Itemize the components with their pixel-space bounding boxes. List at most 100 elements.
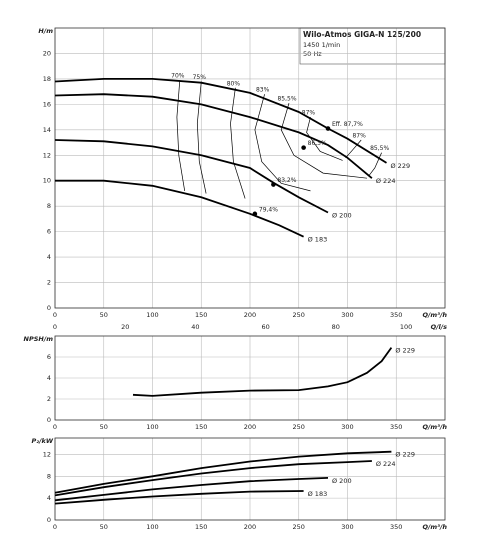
x-tick-label: 50: [100, 423, 108, 431]
curve-label: Ø 229: [395, 451, 415, 459]
y-tick-label: 4: [47, 494, 51, 502]
y-tick-label: 14: [43, 126, 51, 134]
x2-tick-label: 0: [53, 323, 57, 331]
x-tick-label: 0: [53, 311, 57, 319]
y-tick-label: 2: [47, 279, 51, 287]
x-tick-label: 150: [195, 423, 207, 431]
efficiency-line: [254, 94, 311, 192]
x-tick-label: 300: [341, 311, 353, 319]
efficiency-line: [306, 117, 343, 161]
y-tick-label: 0: [47, 416, 51, 424]
x-tick-label: 350: [390, 523, 402, 531]
x-tick-label: 50: [100, 311, 108, 319]
curve: [54, 78, 387, 164]
x2-tick-label: 100: [400, 323, 412, 331]
curve-label: Ø 229: [391, 162, 411, 170]
y-tick-label: 20: [43, 49, 51, 57]
curve-label: Ø 224: [376, 177, 396, 185]
x-tick-label: 200: [244, 311, 256, 319]
plot-frame: [54, 335, 446, 421]
point-label: Eff. 87,7%: [332, 121, 363, 128]
y-tick-label: 4: [47, 374, 51, 382]
best-point: [301, 145, 306, 150]
x-tick-label: 100: [146, 423, 158, 431]
x2-tick-label: 40: [191, 323, 199, 331]
y-tick-label: 8: [47, 472, 51, 480]
x-tick-label: 0: [53, 423, 57, 431]
y-tick-label: 16: [43, 100, 51, 108]
y-axis-label: P₂/kW: [32, 437, 54, 445]
best-point: [252, 211, 258, 217]
x-tick-label: 100: [146, 523, 158, 531]
x-tick-label: 350: [390, 423, 402, 431]
y-tick-label: 2: [47, 395, 51, 403]
x-tick-label: 300: [341, 423, 353, 431]
point-label: 86,3%: [308, 140, 327, 147]
best-point: [271, 182, 276, 187]
curve-label: Ø 183: [308, 490, 328, 498]
x-tick-label: 200: [244, 523, 256, 531]
efficiency-label: 80%: [227, 80, 241, 87]
x-tick-label: 150: [195, 523, 207, 531]
chart-subtitle: 1450 1/min: [303, 41, 340, 49]
x-tick-label: 250: [293, 423, 305, 431]
efficiency-line: [345, 139, 362, 159]
x-tick-label: 150: [195, 311, 207, 319]
y-tick-label: 0: [47, 304, 51, 312]
curve: [54, 93, 373, 179]
y-tick-label: 8: [47, 202, 51, 210]
y-tick-label: 6: [47, 228, 51, 236]
curve-label: Ø 200: [332, 212, 352, 220]
y-axis-label: H/m: [38, 27, 53, 35]
curve: [54, 460, 372, 497]
title-box: [299, 27, 446, 65]
point-label: 83,2%: [277, 177, 296, 184]
x-tick-label: 350: [390, 311, 402, 319]
efficiency-label: 75%: [193, 74, 207, 81]
curve: [54, 450, 392, 494]
plot-frame: [54, 437, 446, 521]
x-axis-label: Q/m³/h: [422, 311, 447, 319]
curve: [55, 179, 304, 238]
curve: [54, 139, 329, 214]
curve: [132, 347, 393, 397]
x-tick-label: 250: [293, 311, 305, 319]
x-tick-label: 300: [341, 523, 353, 531]
x-axis-label: Q/m³/h: [422, 523, 447, 531]
plot-frame: [54, 27, 446, 309]
y-tick-label: 4: [47, 253, 51, 261]
x-tick-label: 0: [53, 523, 57, 531]
efficiency-label: 87%: [302, 110, 316, 117]
x2-tick-label: 60: [261, 323, 269, 331]
curve-label: Ø 229: [395, 347, 415, 355]
y-tick-label: 6: [47, 353, 51, 361]
curve-label: Ø 200: [332, 477, 352, 485]
y-tick-label: 18: [43, 75, 51, 83]
chart-title: Wilo-Atmos GIGA-N 125/200: [303, 30, 421, 39]
x-axis-label: Q/m³/h: [422, 423, 447, 431]
x-tick-label: 200: [244, 423, 256, 431]
x2-tick-label: 80: [332, 323, 340, 331]
x-tick-label: 100: [146, 311, 158, 319]
curve: [54, 490, 304, 505]
y-tick-label: 10: [43, 177, 51, 185]
point-label: 79,4%: [259, 206, 278, 213]
efficiency-label: 85,5%: [370, 145, 389, 152]
efficiency-line: [196, 81, 207, 194]
y-axis-label: NPSH/m: [24, 335, 54, 343]
efficiency-label: 85,5%: [277, 96, 296, 103]
efficiency-line: [176, 80, 186, 191]
curve: [54, 477, 329, 502]
best-point: [325, 126, 331, 131]
x-tick-label: 250: [293, 523, 305, 531]
x2-tick-label: 20: [121, 323, 129, 331]
chart-subtitle: 50 Hz: [303, 50, 322, 58]
y-tick-label: 12: [43, 450, 51, 458]
curve-label: Ø 224: [376, 460, 396, 468]
efficiency-line: [230, 87, 246, 199]
curve-label: Ø 183: [308, 236, 328, 244]
y-tick-label: 0: [47, 516, 51, 524]
efficiency-label: 83%: [256, 87, 270, 94]
efficiency-line: [280, 103, 368, 179]
